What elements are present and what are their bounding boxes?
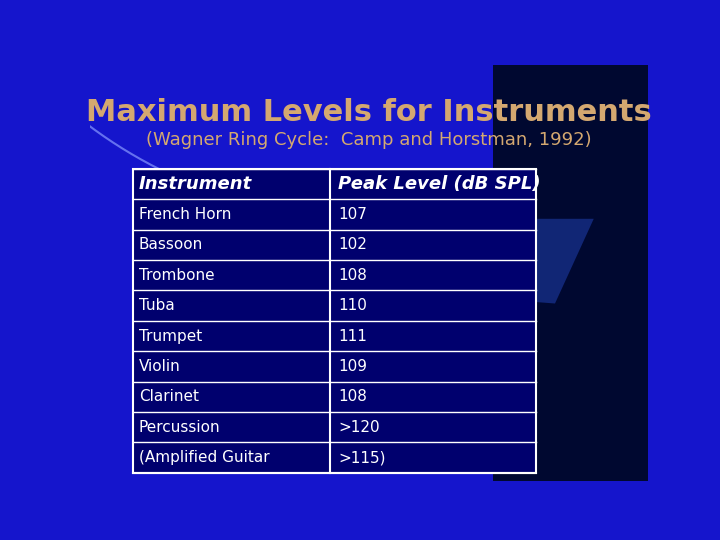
Text: Maximum Levels for Instruments: Maximum Levels for Instruments	[86, 98, 652, 127]
Text: (Amplified Guitar: (Amplified Guitar	[139, 450, 269, 465]
Text: French Horn: French Horn	[139, 207, 231, 222]
Text: 107: 107	[338, 207, 367, 222]
FancyBboxPatch shape	[132, 168, 536, 473]
Text: 111: 111	[338, 328, 367, 343]
Text: Clarinet: Clarinet	[139, 389, 199, 404]
Text: Tuba: Tuba	[139, 298, 174, 313]
Polygon shape	[90, 65, 493, 481]
Text: >115): >115)	[338, 450, 385, 465]
Text: Percussion: Percussion	[139, 420, 220, 435]
Polygon shape	[152, 219, 594, 303]
Text: (Wagner Ring Cycle:  Camp and Horstman, 1992): (Wagner Ring Cycle: Camp and Horstman, 1…	[146, 131, 592, 149]
Text: 110: 110	[338, 298, 367, 313]
Polygon shape	[648, 65, 720, 540]
Text: Violin: Violin	[139, 359, 181, 374]
Polygon shape	[648, 65, 720, 540]
Text: 108: 108	[338, 389, 367, 404]
Text: 109: 109	[338, 359, 367, 374]
Text: Instrument: Instrument	[139, 175, 252, 193]
Text: Peak Level (dB SPL): Peak Level (dB SPL)	[338, 175, 541, 193]
Text: >120: >120	[338, 420, 379, 435]
Text: Bassoon: Bassoon	[139, 237, 203, 252]
Polygon shape	[462, 65, 648, 481]
Text: 102: 102	[338, 237, 367, 252]
Text: Trumpet: Trumpet	[139, 328, 202, 343]
Text: Trombone: Trombone	[139, 268, 215, 283]
Text: 108: 108	[338, 268, 367, 283]
